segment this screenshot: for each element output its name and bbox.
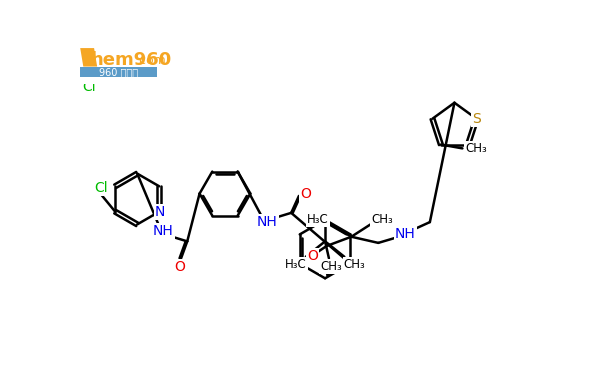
- Text: CH₃: CH₃: [321, 260, 342, 273]
- Text: 960 化工网: 960 化工网: [99, 67, 139, 77]
- Text: Cl: Cl: [82, 80, 96, 94]
- Text: .com: .com: [136, 54, 166, 67]
- Text: hem960: hem960: [91, 51, 172, 69]
- Text: CH₃: CH₃: [371, 213, 393, 226]
- Text: S: S: [472, 112, 481, 126]
- Polygon shape: [80, 48, 97, 66]
- Text: Cl: Cl: [94, 181, 108, 195]
- Text: H₃C: H₃C: [307, 213, 329, 226]
- Text: O: O: [174, 260, 185, 274]
- Text: O: O: [301, 187, 311, 201]
- Text: CH₃: CH₃: [344, 258, 365, 271]
- Text: H₃C: H₃C: [285, 258, 307, 271]
- Text: NH: NH: [395, 226, 416, 241]
- Text: NH: NH: [257, 215, 278, 229]
- Text: O: O: [307, 249, 318, 263]
- Text: NH: NH: [153, 224, 174, 238]
- Bar: [80, 66, 157, 77]
- Bar: [77, 45, 166, 84]
- Text: N: N: [155, 205, 165, 219]
- Text: CH₃: CH₃: [465, 142, 487, 155]
